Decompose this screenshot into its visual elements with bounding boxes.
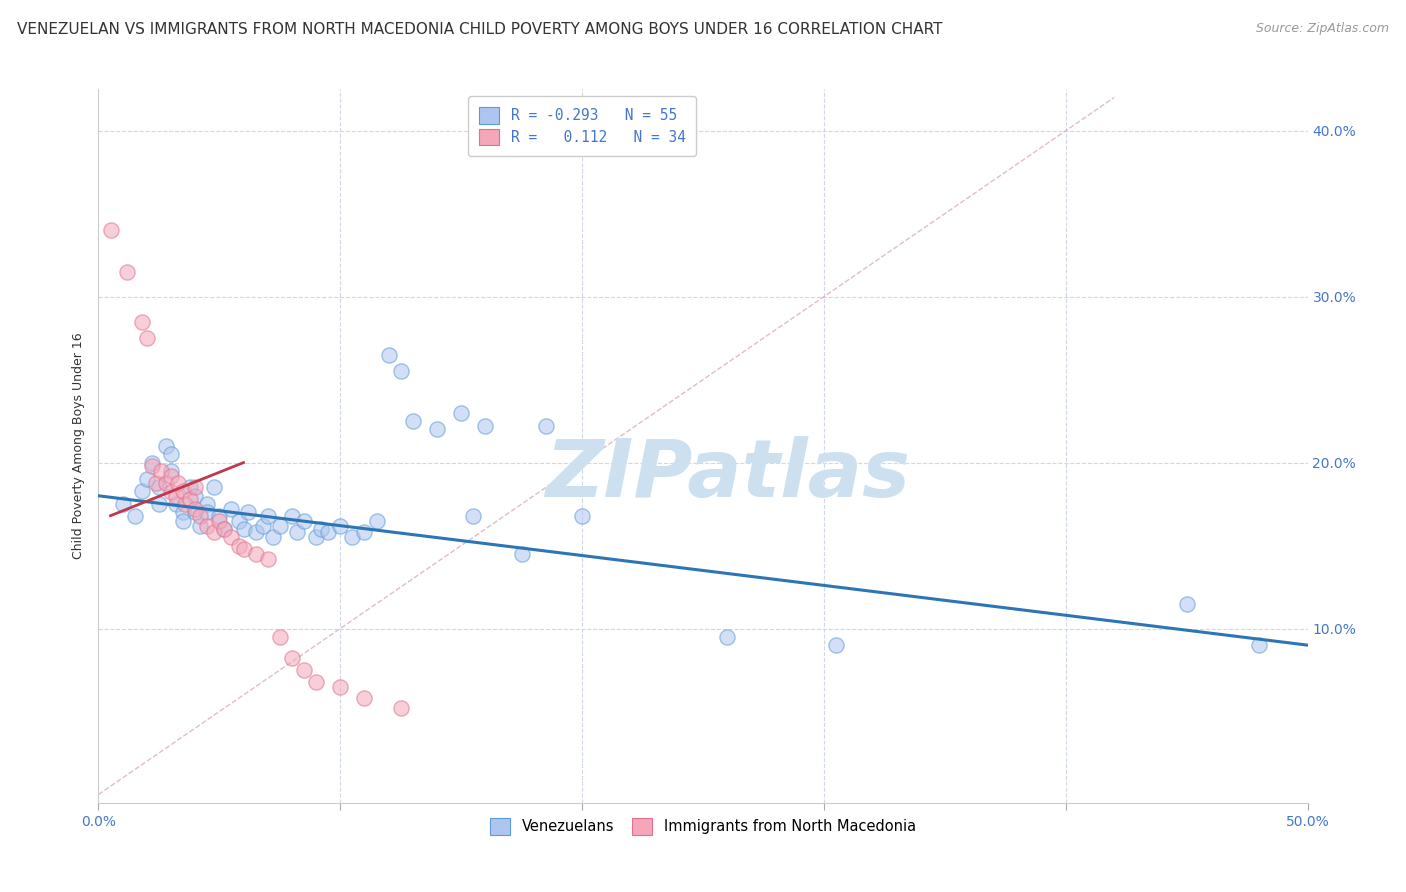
Y-axis label: Child Poverty Among Boys Under 16: Child Poverty Among Boys Under 16 [72,333,86,559]
Point [256,552,278,566]
Point [281,508,304,523]
Point [179,481,201,495]
Point [389,364,412,378]
Point [204,481,226,495]
Point [155,439,177,453]
Point [281,651,304,665]
Point [474,419,496,434]
Point [245,547,267,561]
Point [195,497,218,511]
Point [124,508,146,523]
Point [825,638,848,652]
Point [131,314,153,328]
Point [212,522,235,536]
Point [232,541,254,556]
Point [184,481,207,495]
Point [377,348,399,362]
Point [174,497,197,511]
Point [184,489,207,503]
Point [117,265,139,279]
Point [228,539,250,553]
Point [148,497,170,511]
Point [256,508,278,523]
Point [329,518,352,533]
Point [145,475,167,490]
Point [1175,597,1198,611]
Point [1249,638,1271,652]
Point [238,505,260,519]
Point [141,456,163,470]
Point [135,472,157,486]
Point [160,485,183,500]
Point [167,475,190,490]
Point [148,481,170,495]
Point [402,414,425,428]
Point [165,489,187,503]
Point [353,525,375,540]
Point [309,522,332,536]
Point [188,508,211,523]
Point [111,497,134,511]
Point [100,223,122,237]
Point [510,547,533,561]
Point [150,464,173,478]
Point [269,518,291,533]
Point [160,447,183,461]
Point [221,530,243,544]
Point [179,492,201,507]
Point [232,522,254,536]
Point [342,530,364,544]
Point [716,630,738,644]
Point [195,518,218,533]
Point [212,522,235,536]
Point [131,483,153,498]
Point [188,518,211,533]
Point [285,525,308,540]
Point [305,530,328,544]
Point [172,514,194,528]
Text: VENEZUELAN VS IMMIGRANTS FROM NORTH MACEDONIA CHILD POVERTY AMONG BOYS UNDER 16 : VENEZUELAN VS IMMIGRANTS FROM NORTH MACE… [17,22,942,37]
Point [262,530,284,544]
Point [172,505,194,519]
Point [204,525,226,540]
Point [389,701,412,715]
Point [195,505,218,519]
Point [292,663,315,677]
Point [426,422,449,436]
Point [366,514,388,528]
Point [141,458,163,473]
Point [305,674,328,689]
Point [172,483,194,498]
Point [208,514,231,528]
Point [534,419,557,434]
Legend: Venezuelans, Immigrants from North Macedonia: Venezuelans, Immigrants from North Maced… [482,811,924,842]
Point [329,680,352,694]
Point [252,518,274,533]
Point [571,508,593,523]
Point [184,505,207,519]
Point [269,630,291,644]
Point [135,331,157,345]
Point [160,464,183,478]
Point [155,475,177,490]
Point [450,406,472,420]
Point [221,502,243,516]
Point [353,691,375,706]
Point [208,508,231,523]
Point [292,514,315,528]
Text: Source: ZipAtlas.com: Source: ZipAtlas.com [1256,22,1389,36]
Point [316,525,339,540]
Point [160,468,183,483]
Point [245,525,267,540]
Text: ZIPatlas: ZIPatlas [544,435,910,514]
Point [184,502,207,516]
Point [463,508,485,523]
Point [165,497,187,511]
Point [228,514,250,528]
